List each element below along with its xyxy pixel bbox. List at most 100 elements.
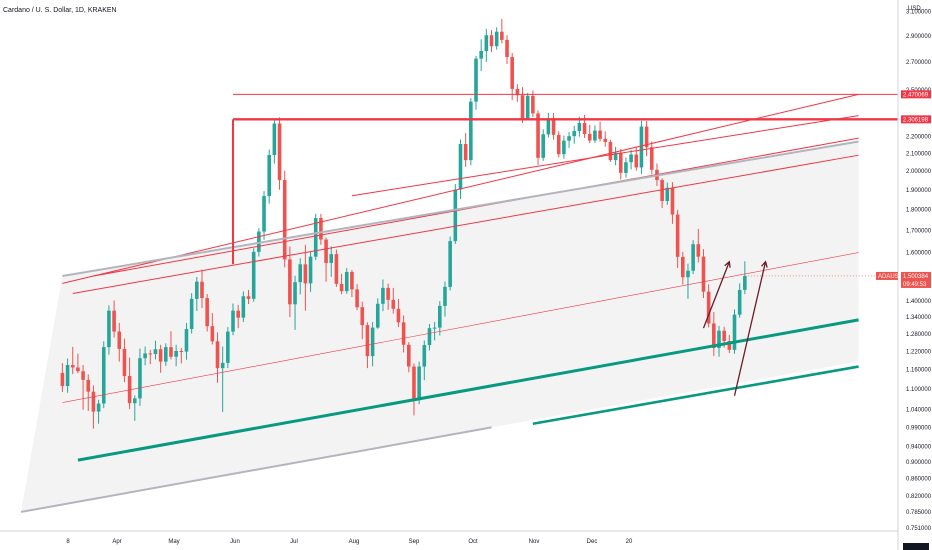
candle-up bbox=[691, 244, 695, 271]
candle-up bbox=[184, 329, 189, 352]
price-tag-text: 2.306198 bbox=[903, 117, 929, 123]
candle-down bbox=[670, 187, 675, 215]
candle-down bbox=[531, 95, 535, 114]
candle-up bbox=[313, 218, 318, 257]
candle-up bbox=[262, 196, 266, 232]
time-tick-label: Apr bbox=[112, 539, 121, 545]
candle-up bbox=[370, 327, 375, 357]
candle-up bbox=[474, 58, 478, 102]
candle-up bbox=[107, 310, 111, 348]
candle-down bbox=[339, 283, 344, 292]
candle-down bbox=[210, 326, 215, 342]
price-tick-label: 0.990000 bbox=[906, 425, 932, 431]
candle-up bbox=[593, 130, 597, 141]
candle-down bbox=[81, 371, 85, 380]
candle-down bbox=[556, 134, 561, 155]
candle-down bbox=[406, 344, 411, 367]
candle-up bbox=[329, 254, 334, 263]
candle-down bbox=[60, 372, 65, 387]
candle-down bbox=[681, 256, 685, 278]
price-tick-label: 1.400000 bbox=[906, 299, 932, 305]
candle-down bbox=[112, 310, 116, 332]
price-tick-label: 1.280000 bbox=[906, 332, 932, 338]
arrow-head bbox=[761, 260, 768, 268]
candle-down bbox=[520, 95, 525, 119]
candle-up bbox=[65, 365, 70, 387]
candle-down bbox=[386, 287, 390, 300]
candle-up bbox=[143, 353, 147, 359]
candle-up bbox=[381, 287, 385, 304]
price-tick-label: 2.700000 bbox=[906, 60, 932, 66]
candle-down bbox=[205, 298, 209, 327]
candle-up bbox=[572, 131, 577, 137]
red-trend-line bbox=[72, 154, 859, 294]
candle-down bbox=[236, 310, 240, 318]
price-tick-label: 1.040000 bbox=[906, 407, 932, 413]
price-tick-label: 1.340000 bbox=[906, 315, 932, 321]
price-tick-label: 1.800000 bbox=[906, 208, 932, 214]
last-price-tag-box bbox=[901, 271, 931, 288]
time-tick-label: Sep bbox=[409, 539, 420, 545]
candle-down bbox=[412, 366, 416, 401]
time-axis[interactable]: 8 Apr May Jun Jul Aug Sep Oct Nov Dec 20 bbox=[66, 539, 633, 545]
candle-down bbox=[660, 180, 664, 202]
candle-up bbox=[624, 162, 628, 173]
gray-trend-line bbox=[20, 426, 492, 513]
candle-down bbox=[500, 31, 504, 40]
time-cursor-tag bbox=[903, 543, 929, 550]
candle-down bbox=[350, 271, 354, 290]
candle-up bbox=[458, 144, 463, 190]
price-tick-label: 2.100000 bbox=[906, 151, 932, 157]
price-tick-label: 2.000000 bbox=[906, 169, 932, 175]
candle-up bbox=[241, 296, 246, 318]
candle-down bbox=[282, 180, 287, 260]
candle-down bbox=[396, 308, 401, 323]
price-tag-text: 2.470069 bbox=[903, 92, 929, 98]
price-tick-label: 3.100000 bbox=[906, 10, 932, 16]
time-tick-label: Jun bbox=[230, 539, 240, 545]
price-tick-label: 0.860000 bbox=[906, 477, 932, 483]
candle-up bbox=[686, 270, 690, 278]
candle-down bbox=[122, 348, 127, 377]
candle-down bbox=[489, 35, 494, 47]
price-tick-label: 2.900000 bbox=[906, 34, 932, 40]
price-tick-label: 0.820000 bbox=[906, 494, 932, 500]
teal-trend-line bbox=[77, 318, 859, 462]
candle-up bbox=[267, 155, 271, 197]
candle-down bbox=[70, 365, 75, 368]
candle-down bbox=[582, 123, 587, 135]
candle-up bbox=[174, 351, 178, 357]
price-tags: 2.470069 2.306198 ADAUSD 1.500384 09:49:53 bbox=[744, 90, 931, 288]
candle-up bbox=[438, 305, 442, 328]
candle-up bbox=[427, 328, 432, 346]
gray-trend-line bbox=[62, 140, 859, 278]
candle-down bbox=[618, 152, 623, 173]
candle-down bbox=[634, 154, 639, 168]
time-tick-label: 20 bbox=[626, 539, 633, 545]
price-axis[interactable]: 3.1000002.9000002.7000002.5000002.300000… bbox=[906, 10, 932, 533]
candle-up bbox=[138, 358, 142, 399]
price-tick-label: 1.100000 bbox=[906, 387, 932, 393]
candle-up bbox=[251, 251, 256, 299]
candle-up bbox=[195, 281, 199, 299]
time-tick-label: Aug bbox=[349, 539, 360, 545]
time-tick-label: Nov bbox=[529, 539, 540, 545]
arrow-head bbox=[724, 260, 731, 268]
price-tick-label: 0.785000 bbox=[906, 510, 932, 516]
candle-up bbox=[743, 276, 747, 290]
candle-down bbox=[587, 134, 592, 141]
red-trend-line bbox=[62, 252, 859, 403]
candle-down bbox=[727, 341, 732, 350]
price-tag-box bbox=[901, 90, 931, 99]
candle-up bbox=[732, 314, 737, 350]
countdown-text: 09:49:53 bbox=[903, 282, 927, 288]
candle-down bbox=[277, 123, 282, 181]
time-tick-label: May bbox=[168, 539, 179, 545]
candle-up bbox=[717, 330, 721, 349]
price-tick-label: 2.200000 bbox=[906, 135, 932, 141]
candle-down bbox=[334, 254, 339, 284]
arrows-layer bbox=[702, 260, 768, 396]
candle-up bbox=[546, 118, 551, 135]
candle-down bbox=[303, 264, 308, 284]
